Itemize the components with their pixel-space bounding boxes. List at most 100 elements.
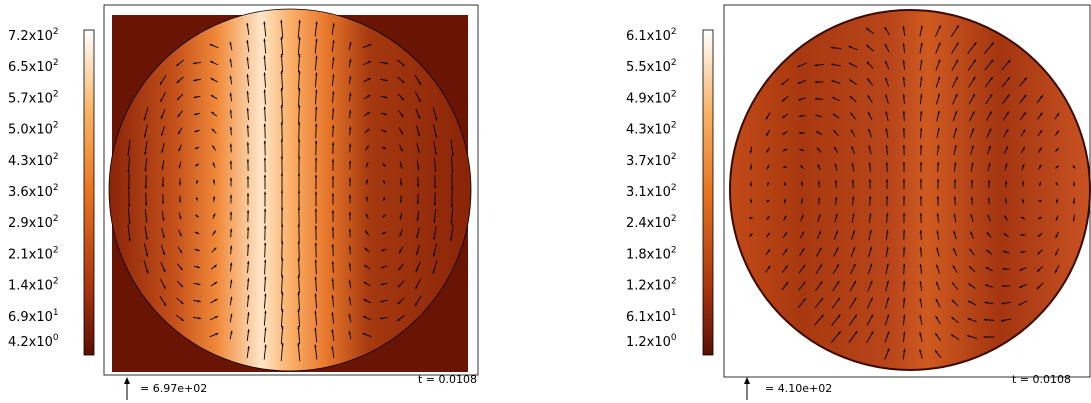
colorbar-label: 1.2x102 <box>626 277 677 294</box>
vector-arrow <box>281 274 283 294</box>
vector-arrow-head <box>280 53 283 57</box>
vector-arrow-head <box>366 111 370 115</box>
vector-arrow-head <box>1055 217 1059 221</box>
vector-arrow-head <box>366 145 369 149</box>
vector-arrow-head <box>868 145 871 149</box>
label-exponent: 2 <box>53 58 59 68</box>
label-exponent: 2 <box>671 152 677 162</box>
vector-arrow-head <box>954 110 958 114</box>
vector-arrow-head <box>399 216 402 220</box>
vector-arrow-head <box>434 168 437 172</box>
vector-arrow-head <box>919 315 922 319</box>
vector-arrow-head <box>246 125 249 128</box>
vector-arrow-head <box>937 127 940 131</box>
vector-arrow-head <box>972 93 975 97</box>
vector-arrow-head <box>818 231 821 235</box>
vector-arrow-head <box>349 75 352 79</box>
vector-arrow-head <box>332 108 335 112</box>
vector-arrow-head <box>902 110 906 114</box>
vector-arrow-head <box>950 334 954 337</box>
vector-arrow-head <box>180 284 183 288</box>
vector-arrow-head <box>263 225 267 229</box>
vector-arrow-head <box>297 138 301 142</box>
vector-arrow-head <box>853 297 857 301</box>
vector-arrow <box>298 257 300 277</box>
vector-arrow-head <box>263 38 266 42</box>
vector-arrow-head <box>801 231 804 235</box>
vector-arrow-head <box>247 312 250 315</box>
vector-arrow-head <box>315 21 318 25</box>
vector-arrow-head <box>784 248 788 252</box>
vector-arrow-head <box>229 58 232 62</box>
vector-arrow-head <box>315 123 318 127</box>
vector-arrow-head <box>797 64 801 67</box>
vector-arrow-head <box>193 79 197 82</box>
colorbar-label: 6.1x101 <box>626 308 677 325</box>
vector-arrow-head <box>867 95 871 99</box>
label-mantissa: 2.1x10 <box>8 247 53 262</box>
vector-arrow-head <box>886 297 889 301</box>
vector-arrow-head <box>179 267 183 271</box>
vector-arrow-head <box>1056 113 1060 116</box>
vector-arrow <box>127 139 131 157</box>
vector-arrow-head <box>280 19 283 23</box>
vector-arrow-head <box>314 140 318 144</box>
vector-arrow-head <box>229 177 233 181</box>
vector-arrow-head <box>749 216 753 220</box>
vector-arrow-head <box>432 253 436 257</box>
vector-arrow-head <box>1021 181 1025 185</box>
vector-arrow-head <box>834 196 838 200</box>
label-mantissa: 4.2x10 <box>8 335 53 350</box>
vector-arrow-head <box>365 162 369 166</box>
vector-arrow-head <box>314 208 318 212</box>
vector-arrow-head <box>230 313 233 317</box>
vector-arrow-head <box>366 128 370 132</box>
vector-arrow-head <box>819 281 823 285</box>
vector-arrow-head <box>367 61 371 64</box>
vector-arrow-head <box>197 265 201 269</box>
vector-arrow-head <box>415 286 418 290</box>
colorbar-label: 3.7x102 <box>626 152 677 169</box>
vector-arrow-head <box>837 297 840 301</box>
vector-arrow-head <box>937 144 940 148</box>
vector-arrow-head <box>836 280 840 284</box>
vector-arrow-head <box>264 327 267 331</box>
colorbar-label: 2.1x102 <box>8 245 59 262</box>
vector-arrow-head <box>432 270 435 274</box>
vector-arrow-head <box>1001 284 1005 288</box>
vector-arrow-head <box>1037 251 1041 255</box>
vector-arrow-head <box>801 248 805 252</box>
vector-arrow-head <box>179 216 182 220</box>
vector-arrow-head <box>145 219 148 223</box>
vector-arrow-head <box>143 117 146 121</box>
vector-arrow-head <box>331 142 335 145</box>
vector-arrow-head <box>144 168 147 172</box>
vector-arrow-head <box>986 249 990 253</box>
vector-arrow-head <box>936 230 939 234</box>
vector-arrow-head <box>885 195 889 199</box>
vector-field <box>749 24 1076 360</box>
vector-arrow-head <box>902 43 905 46</box>
vector-arrow-head <box>363 282 367 285</box>
vector-arrow-head <box>197 300 201 303</box>
vector-arrow-head <box>973 59 976 63</box>
vector-arrow-head <box>315 106 318 110</box>
vector-arrow-head <box>848 46 852 49</box>
vector-arrow-head <box>281 308 284 312</box>
vector-arrow-head <box>128 238 131 242</box>
vector-arrow-head <box>215 333 219 336</box>
vector-arrow <box>298 291 300 311</box>
vector-arrow-head <box>161 150 164 154</box>
vector-arrow-head <box>332 57 335 61</box>
vector-arrow-head <box>163 285 166 289</box>
scale-label: = 4.10e+02 <box>765 382 832 395</box>
vector-arrow-head <box>802 264 805 268</box>
vector-arrow-head <box>938 59 941 63</box>
vector-arrow-head <box>868 196 872 200</box>
vector-arrow-head <box>180 301 184 304</box>
vector-arrow-head <box>835 230 838 234</box>
vector-arrow-head <box>193 95 197 99</box>
vector-arrow <box>127 156 131 174</box>
vector-arrow-head <box>368 44 372 47</box>
vector-arrow-head <box>766 133 769 137</box>
